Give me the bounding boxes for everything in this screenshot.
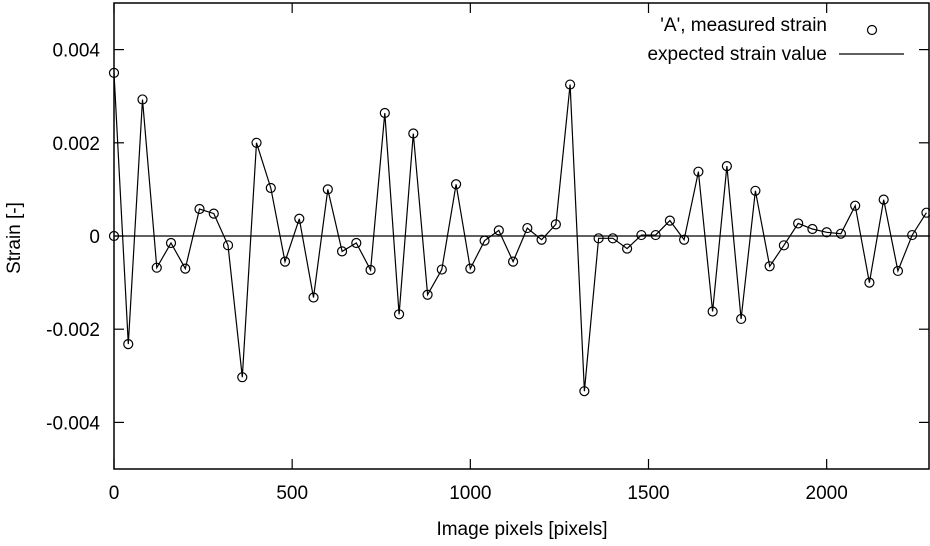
- y-tick-label: -0.004: [46, 413, 100, 434]
- y-tick-label: 0.004: [52, 41, 100, 62]
- measured-strain-point: [664, 215, 675, 226]
- measured-strain-point: [835, 228, 847, 239]
- measured-strain-line: [113, 72, 927, 392]
- measured-strain-point: [907, 229, 918, 241]
- measured-strain-point: [622, 243, 633, 254]
- measured-strain-point: [736, 313, 747, 325]
- measured-series-layer: [108, 67, 930, 397]
- measured-strain-point: [251, 137, 262, 148]
- x-tick-label: 2000: [806, 483, 848, 504]
- measured-strain-point: [450, 179, 462, 190]
- measured-strain-point: [565, 79, 576, 90]
- measured-strain-point: [636, 229, 647, 241]
- measured-strain-point: [536, 234, 547, 245]
- measured-strain-point: [764, 261, 775, 272]
- measured-strain-point: [750, 185, 761, 196]
- measured-strain-point: [878, 194, 889, 205]
- measured-strain-point: [180, 263, 191, 274]
- measured-strain-point: [123, 339, 134, 350]
- x-tick-label: 500: [276, 483, 308, 504]
- measured-strain-point: [294, 213, 305, 224]
- measured-strain-point: [807, 223, 818, 235]
- measured-strain-point: [778, 240, 790, 251]
- measured-strain-point: [821, 227, 832, 238]
- x-tick-label: 1000: [449, 483, 491, 504]
- measured-strain-point: [892, 265, 904, 277]
- measured-strain-point: [579, 386, 590, 397]
- y-tick-label: 0.002: [52, 134, 100, 155]
- measured-strain-point: [479, 235, 490, 246]
- measured-strain-point: [151, 262, 162, 273]
- legend: 'A', measured strain expected strain val…: [647, 15, 904, 65]
- y-axis-title: Strain [-]: [4, 202, 25, 274]
- legend-label-expected: expected strain value: [647, 44, 827, 65]
- measured-strain-point: [351, 237, 362, 249]
- y-tick-label: -0.002: [46, 320, 100, 341]
- measured-strain-point: [593, 233, 604, 244]
- measured-strain-point: [493, 225, 504, 236]
- measured-strain-point: [237, 372, 248, 383]
- measured-strain-point: [465, 263, 476, 274]
- measured-strain-point: [793, 218, 804, 229]
- measured-strain-point: [550, 219, 561, 230]
- measured-strain-point: [208, 208, 219, 219]
- measured-strain-point: [408, 128, 419, 139]
- measured-strain-point: [308, 292, 319, 303]
- x-axis-title: Image pixels [pixels]: [436, 519, 607, 540]
- measured-strain-point: [137, 94, 148, 105]
- measured-strain-point: [864, 277, 875, 288]
- x-tick-label: 0: [109, 483, 120, 504]
- y-tick-label: 0: [89, 227, 100, 248]
- measured-strain-point: [279, 256, 291, 267]
- measured-strain-point: [336, 246, 348, 257]
- measured-strain-point: [222, 240, 234, 251]
- measured-strain-point: [707, 306, 718, 317]
- measured-strain-point: [650, 229, 661, 241]
- measured-strain-point: [607, 233, 618, 244]
- measured-strain-point: [165, 237, 177, 249]
- measured-strain-point: [679, 234, 690, 245]
- legend-label-measured: 'A', measured strain: [660, 15, 827, 36]
- measured-strain-point: [265, 182, 276, 194]
- measured-strain-point: [422, 289, 433, 300]
- measured-strain-point: [436, 264, 447, 275]
- measured-strain-point: [194, 203, 205, 215]
- measured-strain-point: [522, 222, 533, 234]
- measured-strain-point: [322, 184, 333, 195]
- measured-strain-point: [921, 207, 930, 218]
- measured-strain-point: [393, 309, 405, 320]
- axis-ticks: [113, 3, 929, 469]
- tick-labels: 0 500 1000 1500 2000 -0.004 -0.002 0 0.002 0.004: [46, 41, 848, 504]
- legend-marker-measured: [866, 24, 878, 36]
- x-tick-label: 1500: [627, 483, 669, 504]
- measured-strain-point: [507, 256, 519, 267]
- measured-strain-point: [850, 200, 861, 211]
- measured-strain-point: [379, 107, 390, 119]
- measured-strain-point: [693, 166, 704, 177]
- measured-strain-point: [365, 264, 376, 276]
- measured-strain-point: [721, 161, 732, 172]
